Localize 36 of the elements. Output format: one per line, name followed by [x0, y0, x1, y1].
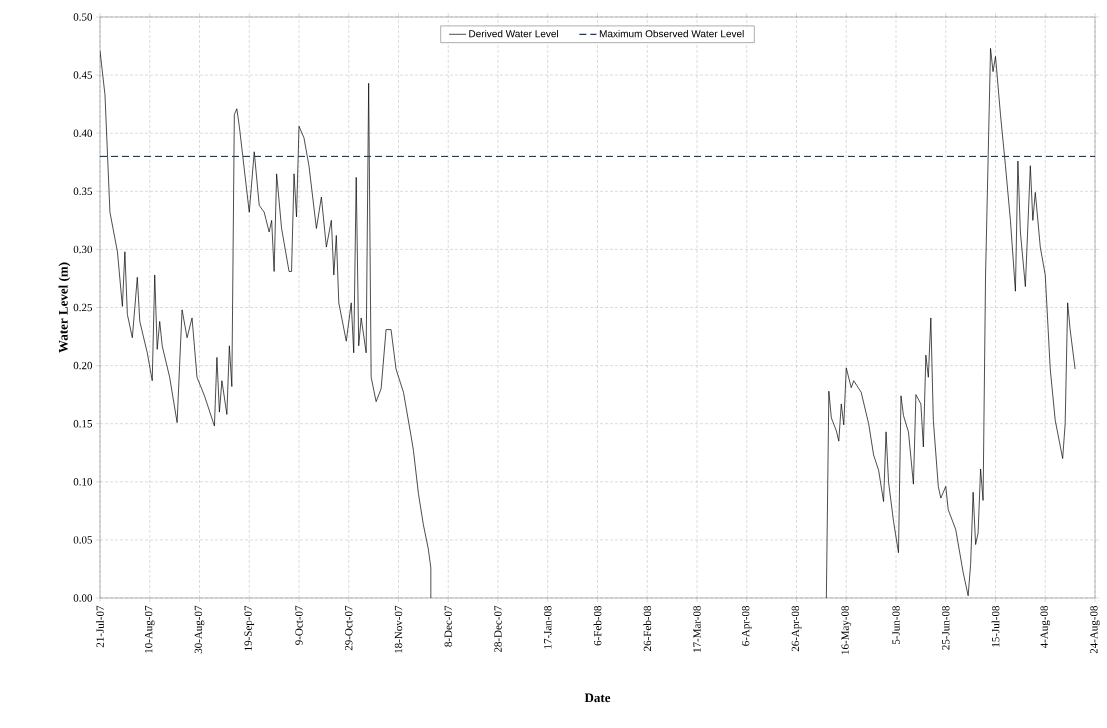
y-tick-label: 0.05 — [73, 536, 93, 544]
y-tick-label: 0.30 — [73, 245, 93, 254]
x-tick-label: 21-Jul-07 — [96, 605, 104, 648]
x-tick-label: 18-Nov-07 — [394, 605, 403, 653]
y-tick-label: 0.50 — [73, 13, 93, 21]
x-tick-label: 8-Dec-07 — [444, 605, 452, 647]
y-tick-label: 0.35 — [73, 187, 93, 196]
x-tick-label: 26-Apr-08 — [791, 605, 802, 652]
x-tick-label: 17-Jan-08 — [544, 605, 552, 649]
legend-label: Derived Water Level — [469, 29, 559, 38]
x-tick-label: 26-Feb-08 — [643, 605, 652, 651]
y-tick-label: 0.45 — [73, 71, 93, 79]
x-tick-label: 5-Jun-08 — [892, 605, 900, 644]
y-tick-label: 0.25 — [73, 303, 93, 312]
y-tick-label: 0.20 — [73, 361, 93, 370]
x-tick-label: 15-Jul-08 — [991, 605, 1000, 647]
x-tick-label: 16-May-08 — [841, 605, 852, 655]
y-axis-title: Water Level (m) — [58, 262, 71, 353]
y-tick-label: 0.10 — [73, 478, 93, 486]
x-tick-label: 10-Aug-07 — [144, 605, 155, 653]
x-tick-label: 6-Feb-08 — [593, 605, 602, 646]
x-tick-label: 9-Oct-07 — [295, 605, 303, 645]
x-tick-label: 24-Aug-08 — [1090, 605, 1100, 654]
y-tick-label: 0.00 — [73, 594, 93, 602]
legend-label: Maximum Observed Water Level — [599, 29, 744, 38]
x-tick-label: 6-Apr-08 — [741, 605, 752, 646]
x-tick-label: 28-Dec-07 — [494, 605, 502, 653]
x-axis-title: Date — [584, 693, 611, 703]
x-tick-label: 17-Mar-08 — [693, 605, 701, 652]
x-tick-label: 29-Oct-07 — [345, 605, 353, 651]
x-tick-label: 19-Sep-07 — [244, 605, 255, 651]
y-tick-label: 0.15 — [73, 419, 93, 428]
x-tick-label: 4-Aug-08 — [1040, 605, 1051, 649]
y-tick-label: 0.40 — [73, 129, 93, 137]
x-tick-label: 30-Aug-07 — [194, 605, 205, 654]
x-tick-label: 25-Jun-08 — [942, 605, 950, 650]
